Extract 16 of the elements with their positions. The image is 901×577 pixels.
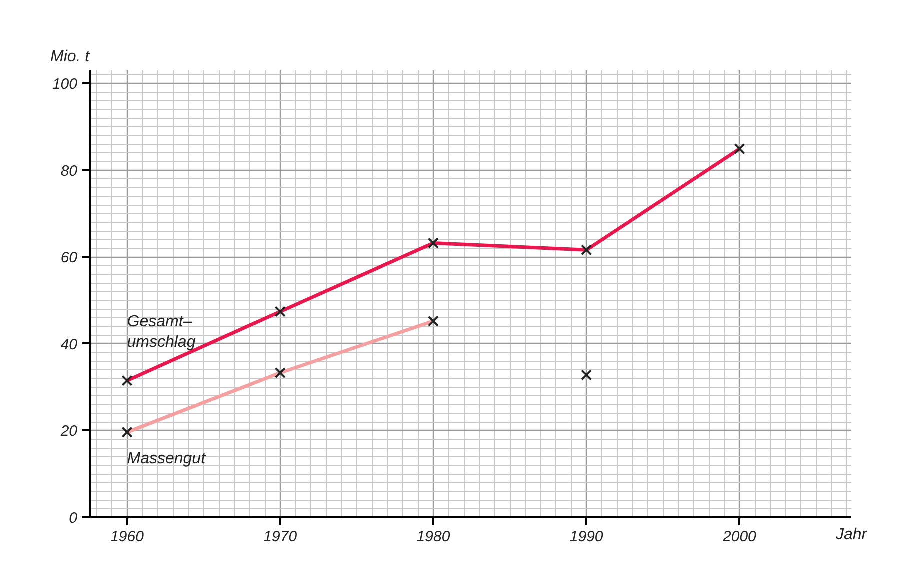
x-tick-label: 1960 — [110, 528, 145, 546]
y-tick-label: 60 — [60, 250, 78, 267]
y-tick-label: 40 — [60, 336, 78, 354]
x-tick-label: 2000 — [722, 528, 758, 546]
x-tick-label: 1990 — [570, 528, 604, 546]
y-tick-label: 20 — [60, 423, 78, 440]
x-axis-title: Jahr — [834, 526, 868, 544]
series-label: Gesamt– umschlag — [127, 313, 196, 351]
point — [581, 370, 592, 381]
y-axis-title: Mio. t — [50, 48, 90, 66]
y-tick-label: 100 — [52, 76, 78, 94]
x-tick-label: 1980 — [416, 528, 451, 546]
series-label: Massengut — [127, 450, 206, 468]
x-tick-label: 1970 — [264, 528, 298, 546]
y-tick-label: 0 — [69, 510, 78, 527]
y-tick-label: 80 — [60, 162, 78, 180]
